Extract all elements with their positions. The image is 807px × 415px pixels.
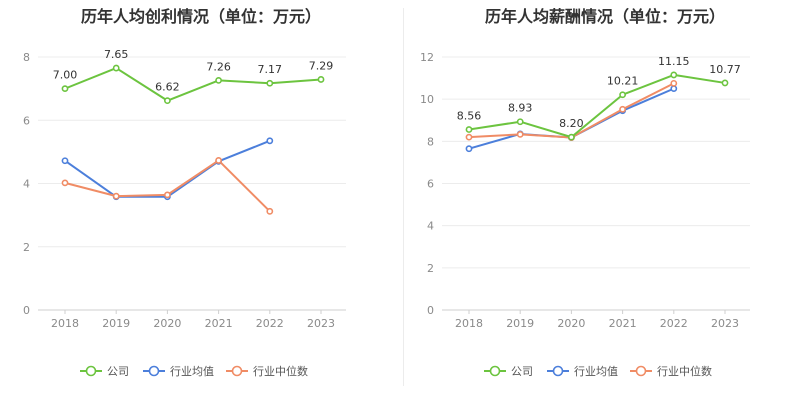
legend-item-2: 行业中位数	[226, 364, 308, 378]
legend-marker-icon	[85, 365, 97, 377]
legend-label: 公司	[511, 365, 533, 378]
y-tick-label: 2	[23, 241, 30, 254]
y-tick-label: 6	[427, 178, 434, 191]
legend-item-0: 公司	[484, 365, 533, 378]
data-point	[619, 91, 626, 99]
legend-item-2: 行业中位数	[630, 364, 712, 378]
x-tick-label: 2022	[660, 317, 688, 330]
data-point	[215, 77, 222, 84]
data-point	[516, 118, 524, 126]
data-label: 10.77	[709, 63, 741, 76]
y-tick-label: 8	[23, 51, 30, 64]
y-tick-label: 4	[427, 220, 434, 233]
y-tick-label: 4	[23, 178, 30, 191]
y-tick-label: 0	[23, 304, 30, 317]
data-point	[112, 192, 120, 200]
x-tick-label: 2022	[256, 317, 284, 330]
salary-per-capita-panel: 历年人均薪酬情况（单位：万元） 0 2 4 6 8 10 12 2018 2019 2020 2021…	[404, 0, 807, 415]
legend-item-0: 公司	[80, 365, 129, 378]
legend-item-1: 行业均值	[547, 365, 618, 378]
legend-label: 公司	[107, 365, 129, 378]
legend-item-1: 行业均值	[143, 365, 214, 378]
data-point	[61, 157, 69, 165]
x-tick-label: 2020	[557, 317, 585, 330]
legend-label: 行业均值	[574, 365, 618, 378]
chart-title: 历年人均创利情况（单位：万元）	[81, 7, 321, 26]
legend-marker-icon	[635, 365, 647, 377]
x-tick-label: 2019	[506, 317, 534, 330]
y-tick-label: 8	[427, 135, 434, 148]
data-point	[163, 97, 171, 105]
data-point	[266, 207, 274, 215]
y-tick-label: 0	[427, 304, 434, 317]
series-line-0	[468, 73, 726, 139]
profit-per-capita-panel: 历年人均创利情况（单位：万元） 0 2 4 6 8 2018 2019 2020 2021 2022…	[0, 0, 403, 415]
y-tick-label: 2	[427, 262, 434, 275]
data-label: 8.20	[559, 117, 584, 130]
legend-marker-icon	[489, 365, 501, 377]
legend-label: 行业中位数	[253, 364, 308, 378]
data-label: 7.26	[206, 60, 231, 73]
data-label: 8.93	[508, 102, 533, 115]
data-label: 7.29	[309, 59, 334, 72]
legend-marker-icon	[148, 365, 160, 377]
data-point	[670, 71, 678, 79]
x-tick-label: 2023	[711, 317, 739, 330]
chart-title: 历年人均薪酬情况（单位：万元）	[485, 7, 725, 26]
data-label: 7.00	[53, 69, 78, 82]
data-point	[670, 85, 678, 93]
data-point	[317, 76, 325, 83]
data-point	[61, 179, 69, 187]
y-tick-label: 12	[420, 51, 434, 64]
data-point	[112, 64, 120, 72]
data-point	[163, 191, 171, 199]
legend-label: 行业均值	[170, 365, 214, 378]
legend-label: 行业中位数	[657, 364, 712, 378]
data-point	[215, 157, 222, 164]
data-label: 8.56	[457, 110, 482, 123]
series-line-2	[64, 159, 271, 213]
data-label: 7.17	[258, 63, 283, 76]
x-tick-label: 2018	[455, 317, 483, 330]
legend-marker-icon	[552, 365, 564, 377]
data-point	[670, 79, 678, 87]
x-tick-label: 2018	[51, 317, 79, 330]
data-point	[465, 145, 473, 153]
series-line-0	[64, 67, 322, 102]
series-line-1	[64, 139, 271, 198]
x-tick-label: 2023	[307, 317, 335, 330]
data-point	[516, 130, 524, 138]
profit-per-capita-chart: 历年人均创利情况（单位：万元） 0 2 4 6 8 2018 2019 2020 2021 2022…	[23, 7, 346, 378]
y-tick-label: 10	[420, 93, 434, 106]
data-point	[465, 133, 473, 141]
x-tick-label: 2021	[205, 317, 233, 330]
data-point	[721, 79, 729, 87]
legend-marker-icon	[231, 365, 243, 377]
data-point	[567, 133, 575, 141]
data-point	[266, 79, 274, 87]
y-tick-label: 6	[23, 114, 30, 127]
data-label: 10.21	[607, 75, 639, 88]
data-point	[619, 105, 626, 113]
data-point	[61, 85, 69, 93]
x-tick-label: 2020	[153, 317, 181, 330]
data-label: 6.62	[155, 81, 180, 94]
data-label: 11.15	[658, 55, 690, 68]
panel-divider	[403, 8, 404, 386]
data-label: 7.65	[104, 48, 129, 61]
x-tick-label: 2019	[102, 317, 130, 330]
x-tick-label: 2021	[609, 317, 637, 330]
data-point	[465, 126, 473, 133]
salary-per-capita-chart: 历年人均薪酬情况（单位：万元） 0 2 4 6 8 10 12 2018 2019 2020 2021…	[420, 7, 750, 378]
data-point	[266, 137, 274, 145]
